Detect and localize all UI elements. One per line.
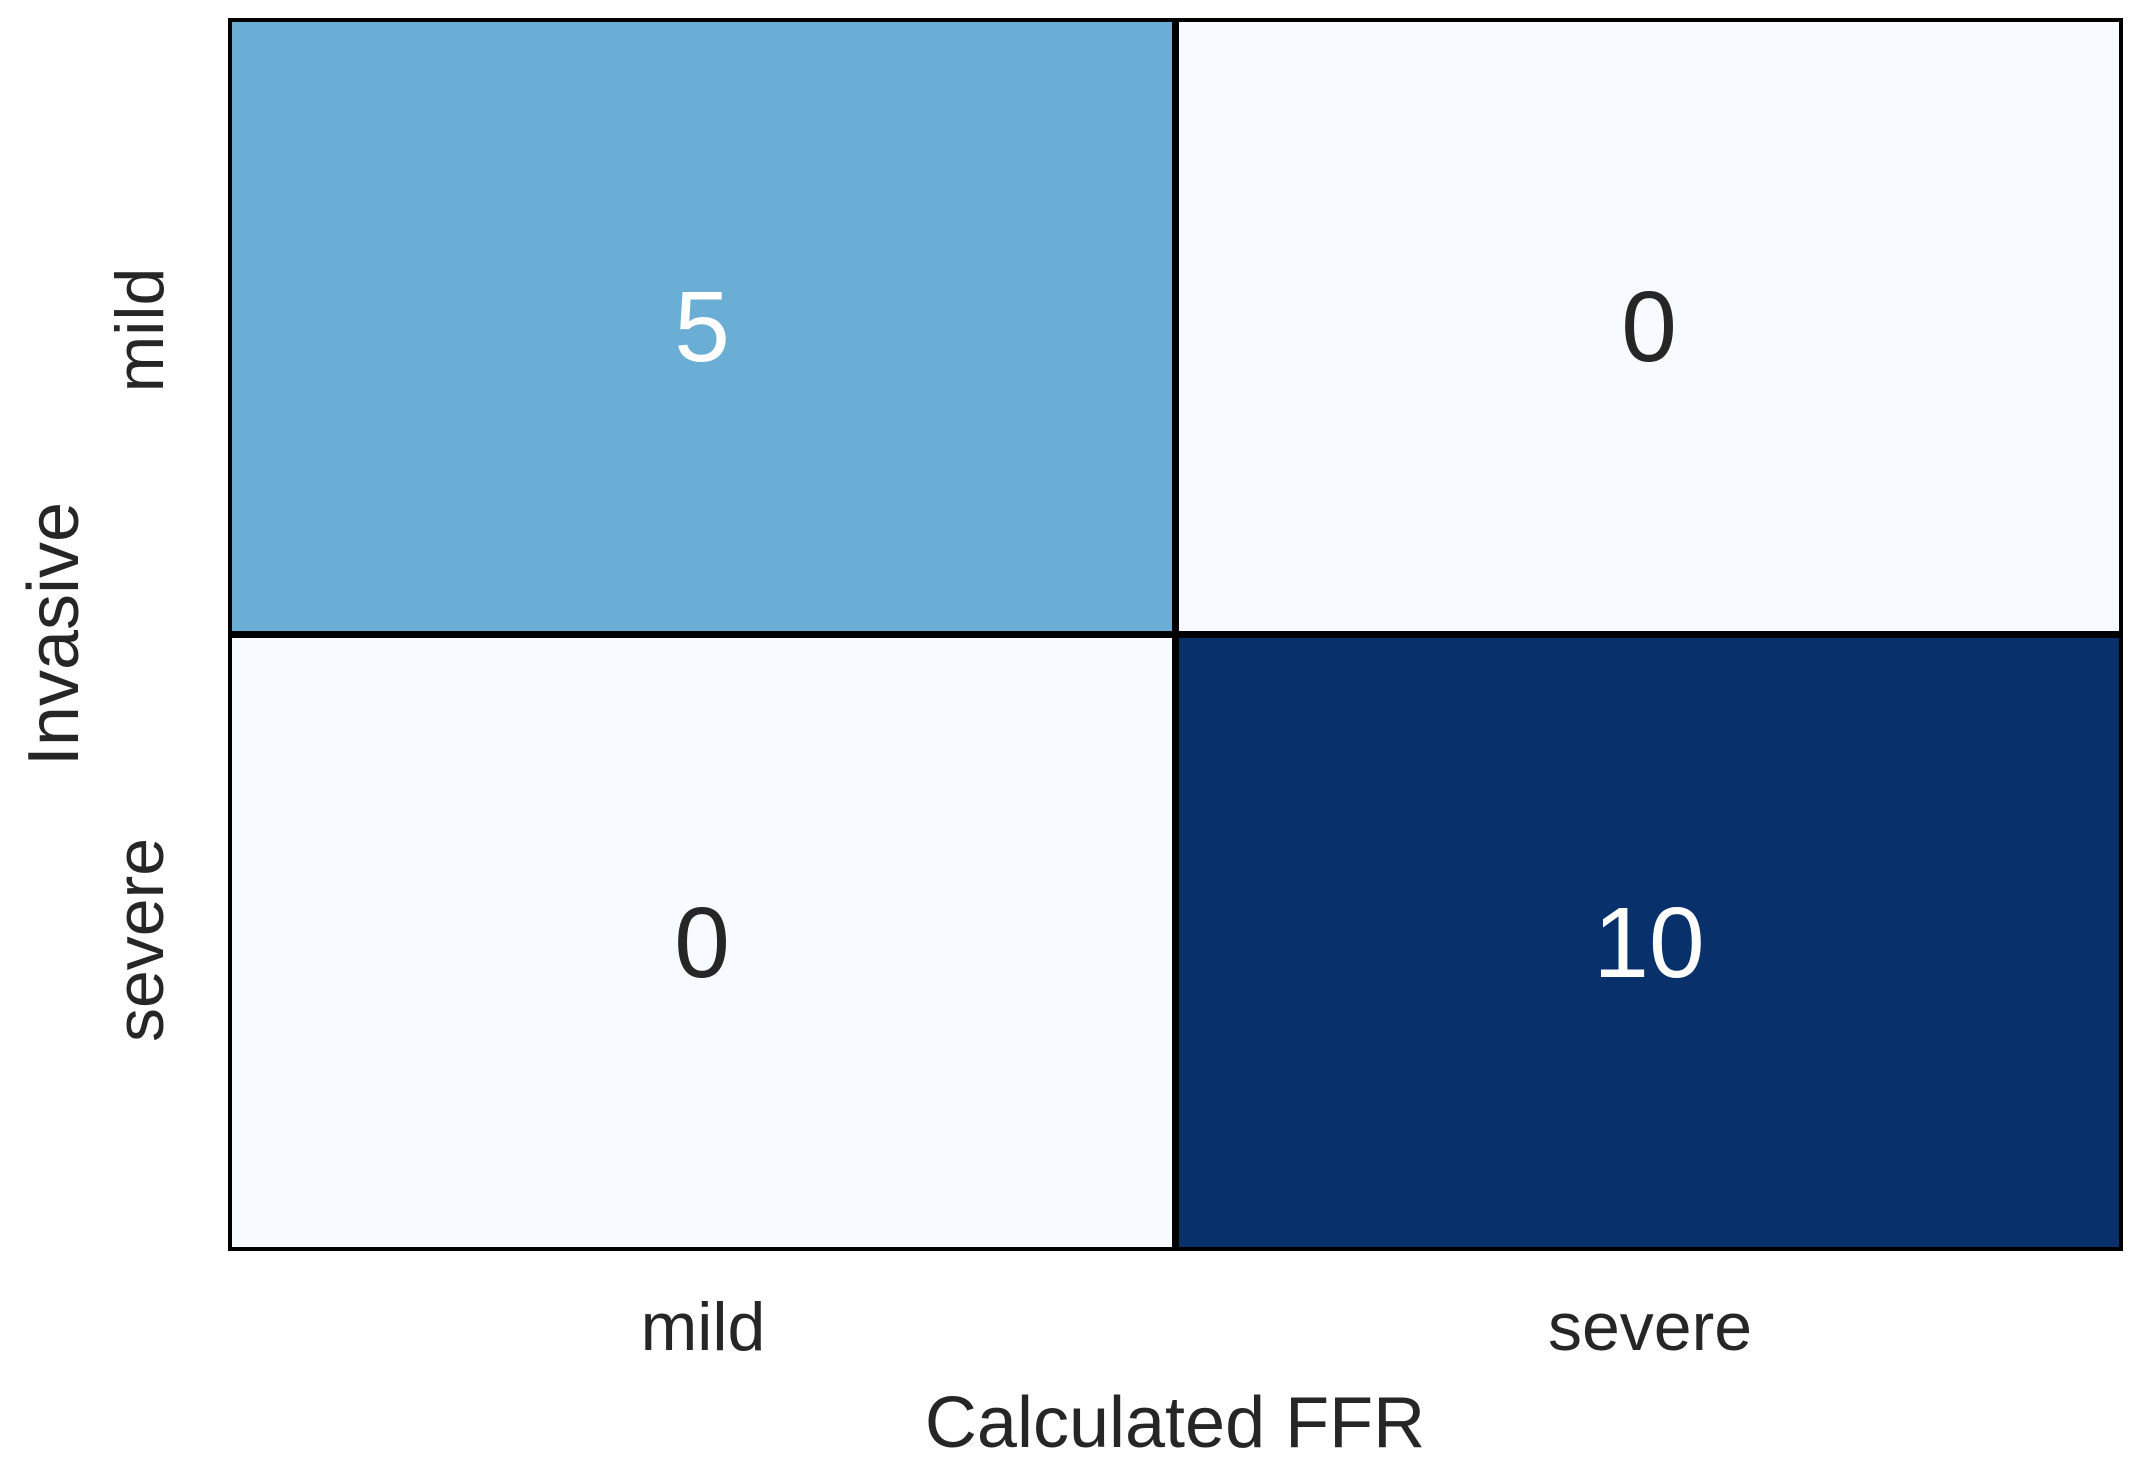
cell-invasive-mild-calculated-mild: 5 <box>232 22 1172 631</box>
cell-invasive-mild-calculated-severe: 0 <box>1179 22 2119 631</box>
cell-invasive-severe-calculated-severe: 10 <box>1179 638 2119 1247</box>
y-tick-label-mild: mild <box>102 267 178 393</box>
heatmap-grid: 5 0 0 10 <box>228 18 2123 1251</box>
y-tick-label-severe: severe <box>102 837 178 1043</box>
cell-value: 0 <box>1621 270 1677 383</box>
cell-value: 0 <box>674 886 730 999</box>
cell-value: 10 <box>1593 886 1705 999</box>
y-axis-label: Invasive <box>14 501 94 767</box>
x-axis-label: Calculated FFR <box>924 1383 1426 1463</box>
x-tick-label-mild: mild <box>640 1289 766 1365</box>
cell-invasive-severe-calculated-mild: 0 <box>232 638 1172 1247</box>
x-tick-label-severe: severe <box>1547 1289 1753 1365</box>
cell-value: 5 <box>674 270 730 383</box>
